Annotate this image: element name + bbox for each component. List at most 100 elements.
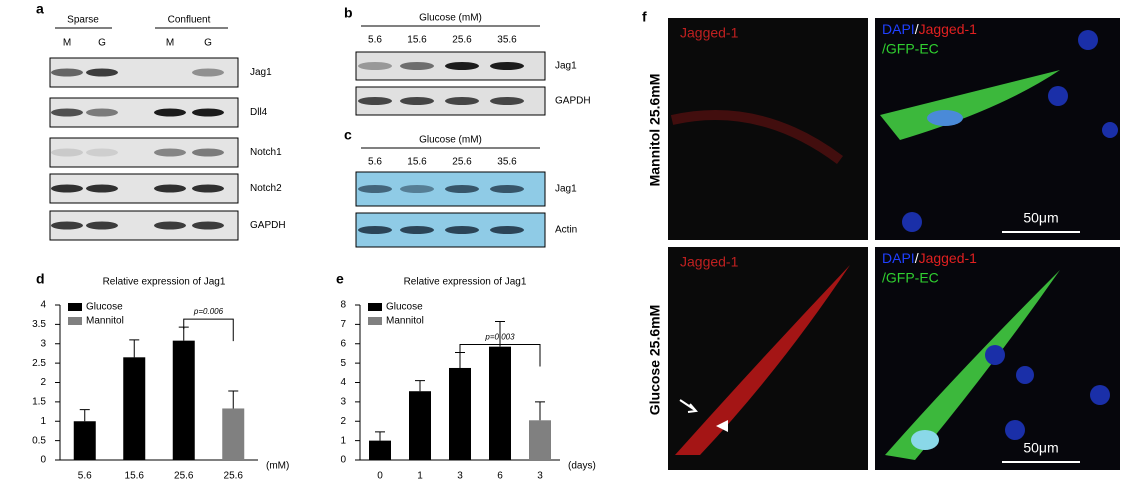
y-tick-label: 2 bbox=[40, 377, 46, 388]
arrow bbox=[679, 399, 698, 413]
panel-label: d bbox=[36, 271, 45, 287]
legend-label: Glucose bbox=[386, 302, 423, 313]
x-tick-label: 0 bbox=[377, 471, 383, 482]
legend-label: Glucose bbox=[86, 302, 123, 313]
lane-label: 15.6 bbox=[407, 35, 427, 46]
lane-label: 25.6 bbox=[452, 157, 472, 168]
bar bbox=[369, 440, 391, 460]
merge-label: DAPI/Jagged-1 bbox=[882, 250, 977, 266]
bar bbox=[73, 421, 96, 460]
row-label: Jag1 bbox=[250, 67, 272, 78]
band bbox=[358, 97, 392, 105]
band bbox=[86, 108, 118, 117]
merge-label: DAPI/Jagged-1 bbox=[882, 21, 977, 37]
error-bar bbox=[495, 320, 505, 347]
x-tick-label: 25.6 bbox=[224, 471, 244, 482]
green-cell bbox=[885, 270, 1060, 460]
nucleus bbox=[985, 345, 1005, 365]
row-label: Jag1 bbox=[555, 184, 577, 195]
band bbox=[86, 184, 118, 193]
y-tick-label: 7 bbox=[340, 319, 346, 330]
annotation: p=0.003 bbox=[484, 333, 515, 342]
lane-label: 15.6 bbox=[407, 157, 427, 168]
band bbox=[445, 185, 479, 193]
scale-label: 50μm bbox=[1023, 440, 1058, 456]
blot bbox=[49, 137, 239, 168]
y-tick-label: 8 bbox=[340, 300, 346, 311]
band bbox=[490, 62, 524, 70]
lane-label: 5.6 bbox=[368, 157, 382, 168]
chart-title: Relative expression of Jag1 bbox=[103, 277, 226, 288]
arrowhead bbox=[716, 420, 728, 432]
panel-label: e bbox=[336, 271, 344, 287]
group-label: Sparse bbox=[67, 15, 99, 26]
x-tick-label: 3 bbox=[457, 471, 463, 482]
band bbox=[192, 108, 224, 117]
nucleus bbox=[927, 110, 963, 126]
row-label: Jag1 bbox=[555, 61, 577, 72]
legend-swatch bbox=[368, 303, 382, 311]
band bbox=[192, 221, 224, 230]
legend-swatch bbox=[68, 303, 82, 311]
band bbox=[358, 226, 392, 234]
bracket bbox=[183, 318, 234, 342]
y-tick-label: 2 bbox=[340, 416, 346, 427]
y-tick-label: 1 bbox=[40, 416, 46, 427]
band bbox=[400, 97, 434, 105]
band bbox=[490, 185, 524, 193]
y-tick-label: 1 bbox=[340, 435, 346, 446]
bar bbox=[172, 340, 195, 460]
y-tick-label: 6 bbox=[340, 338, 346, 349]
band bbox=[154, 148, 186, 157]
x-tick-label: 6 bbox=[497, 471, 503, 482]
bar bbox=[409, 391, 431, 460]
band bbox=[445, 62, 479, 70]
nucleus bbox=[1048, 86, 1068, 106]
y-tick-label: 2.5 bbox=[32, 358, 46, 369]
error-bar bbox=[535, 401, 545, 421]
nucleus bbox=[1102, 122, 1118, 138]
band bbox=[400, 62, 434, 70]
band bbox=[192, 148, 224, 157]
y-tick-label: 0.5 bbox=[32, 435, 46, 446]
row-label: Glucose 25.6mM bbox=[647, 305, 663, 416]
row-label: Mannitol 25.6mM bbox=[647, 74, 663, 187]
row-label: Actin bbox=[555, 225, 577, 236]
bar bbox=[123, 357, 146, 460]
band bbox=[51, 184, 83, 193]
y-tick-label: 3.5 bbox=[32, 319, 46, 330]
image-mannitol-red bbox=[668, 18, 868, 240]
nucleus bbox=[1016, 366, 1034, 384]
x-tick-label: 15.6 bbox=[125, 471, 145, 482]
channel-label: Jagged-1 bbox=[680, 25, 739, 41]
group-label: Confluent bbox=[168, 15, 211, 26]
band bbox=[154, 108, 186, 117]
lane-label: 35.6 bbox=[497, 35, 517, 46]
bracket bbox=[459, 343, 541, 367]
band bbox=[192, 184, 224, 193]
panel-label: f bbox=[642, 9, 647, 25]
error-bar bbox=[79, 409, 90, 422]
channel-label: Jagged-1 bbox=[680, 254, 739, 270]
legend-swatch bbox=[68, 317, 82, 325]
row-label: Notch2 bbox=[250, 183, 282, 194]
legend-swatch bbox=[368, 317, 382, 325]
band bbox=[86, 148, 118, 157]
row-label: GAPDH bbox=[555, 96, 591, 107]
blot-title: Glucose (mM) bbox=[419, 135, 482, 146]
band bbox=[445, 97, 479, 105]
red-signal bbox=[675, 265, 850, 455]
y-tick-label: 1.5 bbox=[32, 397, 46, 408]
bar bbox=[449, 367, 471, 460]
x-axis-label: (mM) bbox=[266, 461, 289, 472]
x-tick-label: 1 bbox=[417, 471, 423, 482]
band bbox=[358, 185, 392, 193]
nucleus bbox=[902, 212, 922, 232]
panel-label: c bbox=[344, 127, 352, 143]
merge-label: /GFP-EC bbox=[882, 41, 939, 57]
band bbox=[86, 221, 118, 230]
band bbox=[154, 221, 186, 230]
bar bbox=[222, 408, 245, 460]
legend-label: Mannitol bbox=[86, 316, 124, 327]
